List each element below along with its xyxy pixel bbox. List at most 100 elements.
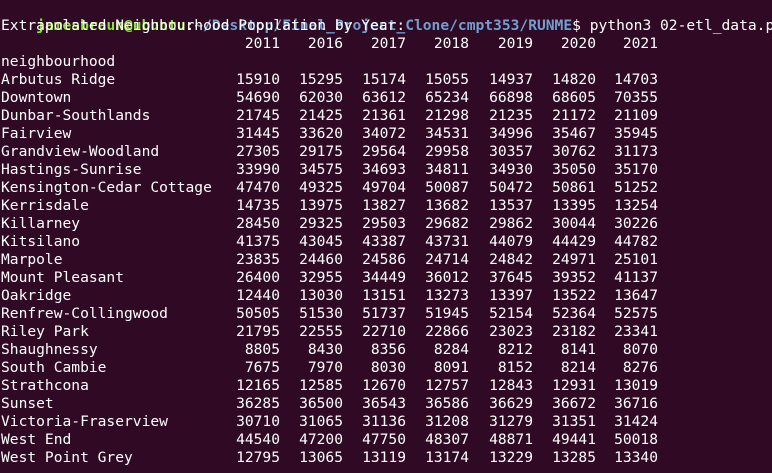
population-value: 35050 <box>552 161 596 178</box>
population-value: 21109 <box>614 107 658 124</box>
neighbourhood-name: Grandview-Woodland <box>1 143 160 160</box>
population-value: 24971 <box>552 251 596 268</box>
population-value: 51737 <box>362 305 406 322</box>
population-value: 30357 <box>489 143 533 160</box>
population-value: 66898 <box>489 89 533 106</box>
population-value: 36716 <box>614 395 658 412</box>
population-value: 50505 <box>236 305 280 322</box>
index-name-label: neighbourhood <box>1 53 116 70</box>
neighbourhood-name: Renfrew-Collingwood <box>1 305 168 322</box>
neighbourhood-name: Kitsilano <box>1 233 81 250</box>
population-value: 12165 <box>236 377 280 394</box>
population-value: 35170 <box>614 161 658 178</box>
population-value: 50861 <box>552 179 596 196</box>
population-value: 13827 <box>362 197 406 214</box>
year-header-6: 2021 <box>622 35 658 52</box>
neighbourhood-name: Kerrisdale <box>1 197 89 214</box>
population-value: 34930 <box>489 161 533 178</box>
neighbourhood-name: Fairview <box>1 125 72 142</box>
population-value: 49325 <box>299 179 343 196</box>
population-value: 48871 <box>489 431 533 448</box>
population-value: 44429 <box>552 233 596 250</box>
neighbourhood-name: Victoria-Fraserview <box>1 413 168 430</box>
population-value: 29564 <box>362 143 406 160</box>
population-value: 34996 <box>489 125 533 142</box>
population-value: 35467 <box>552 125 596 142</box>
population-value: 50018 <box>614 431 658 448</box>
population-value: 37645 <box>489 269 533 286</box>
population-value: 8276 <box>622 359 658 376</box>
population-value: 30710 <box>236 413 280 430</box>
population-value: 8214 <box>560 359 596 376</box>
year-header-4: 2019 <box>497 35 533 52</box>
population-value: 13065 <box>299 449 343 466</box>
population-value: 62030 <box>299 89 343 106</box>
population-value: 15174 <box>362 71 406 88</box>
population-value: 41137 <box>614 269 658 286</box>
population-value: 7675 <box>244 359 280 376</box>
prompt-separator: : <box>185 17 195 34</box>
population-value: 12585 <box>299 377 343 394</box>
population-value: 12843 <box>489 377 533 394</box>
population-value: 49441 <box>552 431 596 448</box>
prompt-path: ~/Desktop/Final_Project_Clone/cmpt353/RU… <box>194 17 573 34</box>
population-value: 68605 <box>552 89 596 106</box>
population-value: 13395 <box>552 197 596 214</box>
population-value: 52575 <box>614 305 658 322</box>
neighbourhood-name: Marpole <box>1 251 63 268</box>
population-value: 29958 <box>425 143 469 160</box>
population-value: 50472 <box>489 179 533 196</box>
population-value: 30044 <box>552 215 596 232</box>
population-value: 29503 <box>362 215 406 232</box>
year-header-5: 2020 <box>560 35 596 52</box>
neighbourhood-name: Kensington-Cedar Cottage <box>1 179 212 196</box>
population-value: 8152 <box>497 359 533 376</box>
neighbourhood-name: West End <box>1 431 72 448</box>
population-value: 21235 <box>489 107 533 124</box>
population-value: 34811 <box>425 161 469 178</box>
population-value: 13019 <box>614 377 658 394</box>
population-value: 34693 <box>362 161 406 178</box>
population-value: 12931 <box>552 377 596 394</box>
population-value: 29862 <box>489 215 533 232</box>
population-value: 63612 <box>362 89 406 106</box>
population-value: 27305 <box>236 143 280 160</box>
population-value: 8356 <box>370 341 406 358</box>
neighbourhood-name: Strathcona <box>1 377 89 394</box>
population-value: 24842 <box>489 251 533 268</box>
population-value: 8805 <box>244 341 280 358</box>
population-value: 47470 <box>236 179 280 196</box>
neighbourhood-name: Sunset <box>1 395 54 412</box>
population-value: 13285 <box>552 449 596 466</box>
neighbourhood-name: Arbutus Ridge <box>1 71 116 88</box>
population-value: 23182 <box>552 323 596 340</box>
population-value: 36586 <box>425 395 469 412</box>
population-value: 13174 <box>425 449 469 466</box>
population-value: 52364 <box>552 305 596 322</box>
year-header-0: 2011 <box>244 35 280 52</box>
neighbourhood-name: South Cambie <box>1 359 107 376</box>
population-value: 25101 <box>614 251 658 268</box>
population-value: 24460 <box>299 251 343 268</box>
population-value: 36012 <box>425 269 469 286</box>
command-text: python3 02-etl_data.py <box>580 17 772 34</box>
population-value: 23023 <box>489 323 533 340</box>
population-value: 32955 <box>299 269 343 286</box>
population-value: 12757 <box>425 377 469 394</box>
population-value: 13397 <box>489 287 533 304</box>
population-value: 21745 <box>236 107 280 124</box>
population-value: 13030 <box>299 287 343 304</box>
population-value: 26400 <box>236 269 280 286</box>
population-value: 13151 <box>362 287 406 304</box>
population-value: 13273 <box>425 287 469 304</box>
population-value: 21425 <box>299 107 343 124</box>
population-value: 36629 <box>489 395 533 412</box>
population-value: 34575 <box>299 161 343 178</box>
population-value: 13522 <box>552 287 596 304</box>
population-value: 12440 <box>236 287 280 304</box>
population-value: 41375 <box>236 233 280 250</box>
population-value: 31445 <box>236 125 280 142</box>
population-value: 8030 <box>370 359 406 376</box>
population-value: 14735 <box>236 197 280 214</box>
